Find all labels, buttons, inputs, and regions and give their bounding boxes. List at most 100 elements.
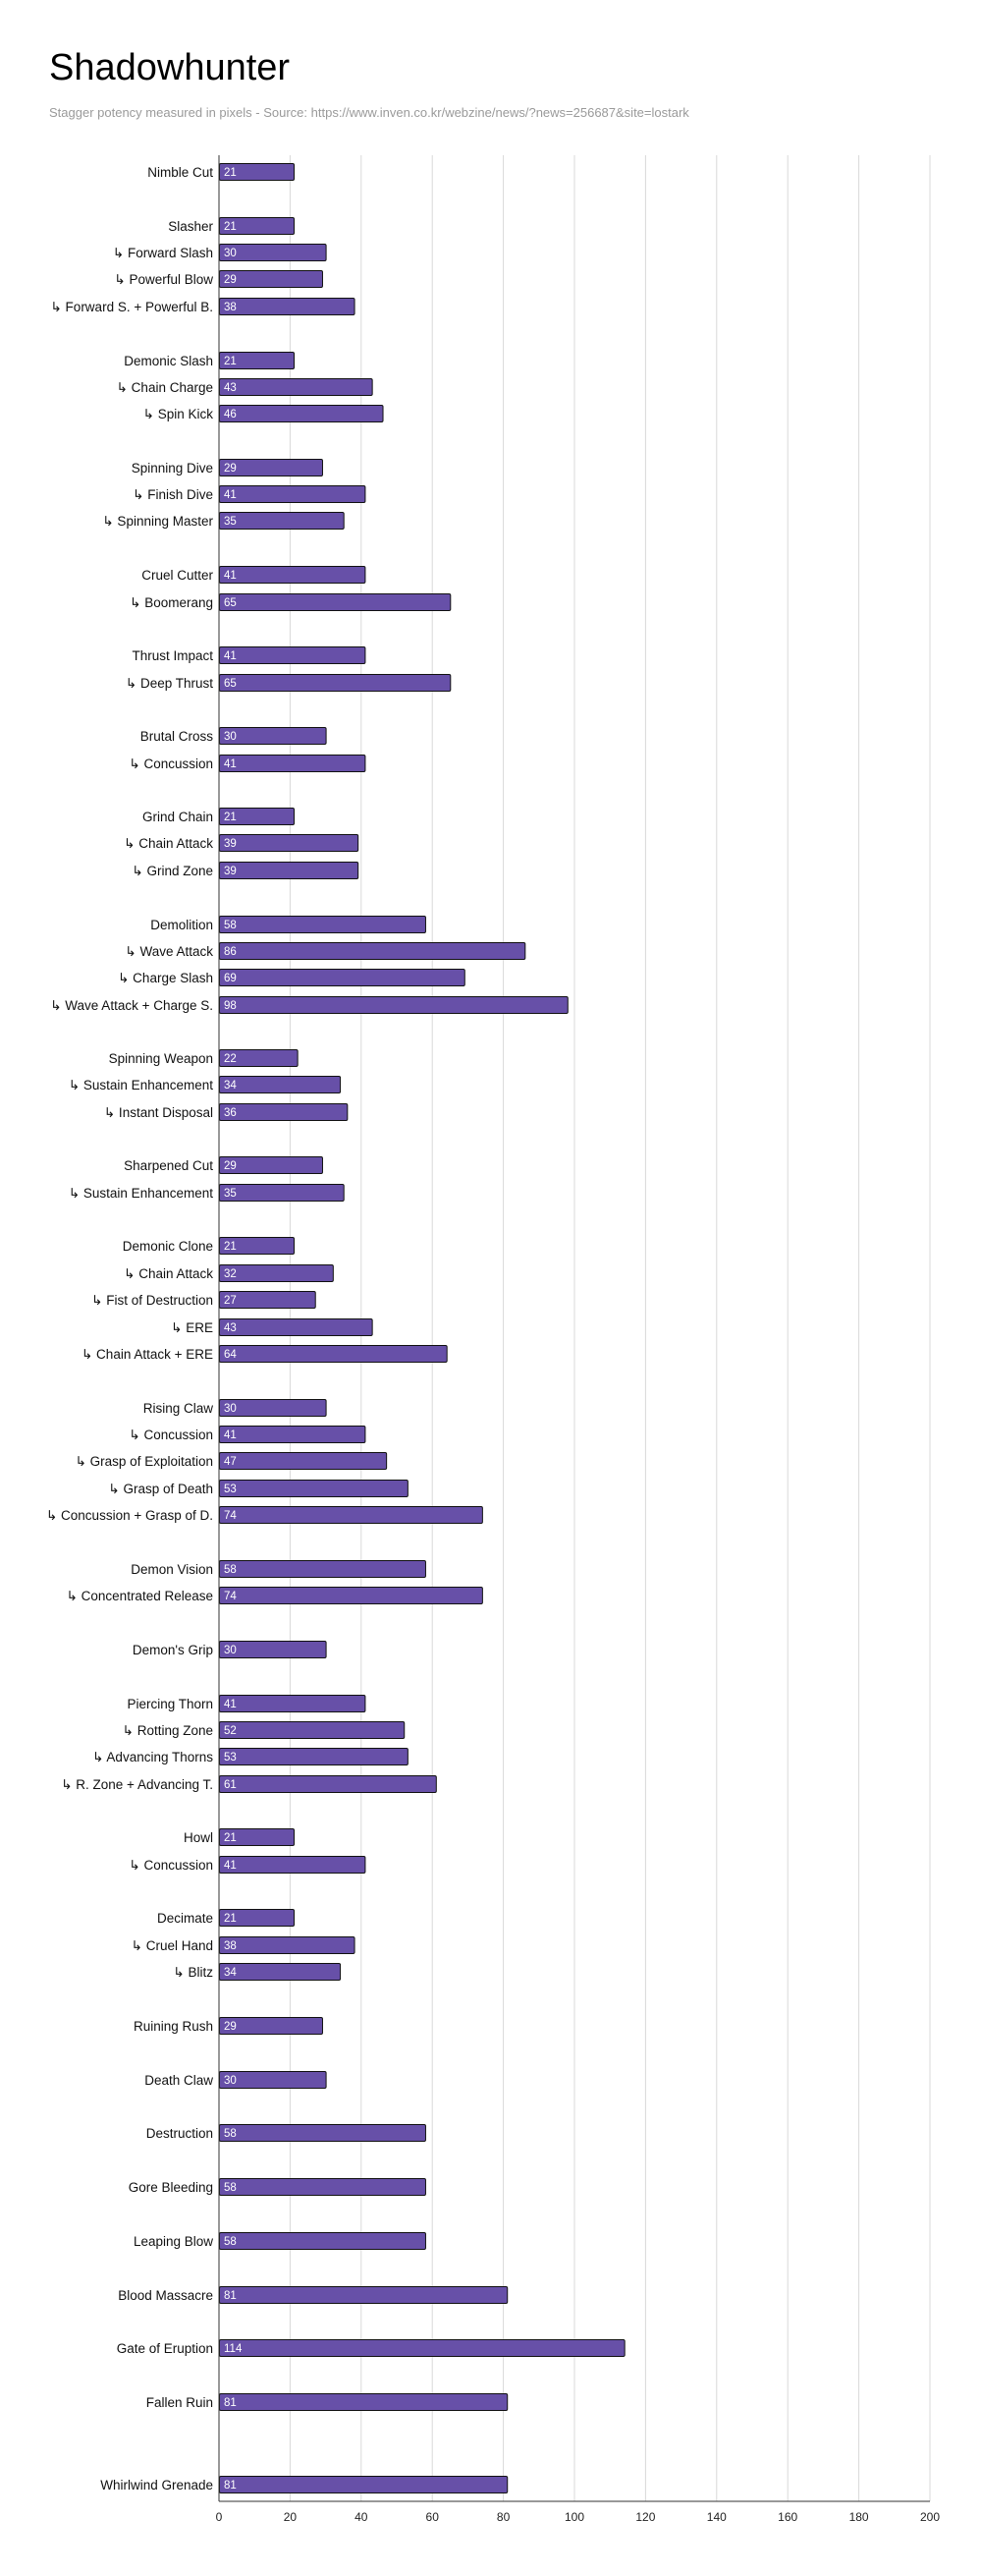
bar (219, 1775, 437, 1793)
chart-subtitle: Stagger potency measured in pixels - Sou… (49, 105, 689, 120)
bar-value-label: 38 (224, 1940, 237, 1952)
category-label: ↳ Chain Attack (124, 836, 213, 851)
x-tick-label: 200 (920, 2510, 940, 2524)
category-label: ↳ Chain Charge (117, 380, 213, 395)
bar-value-label: 41 (224, 570, 237, 582)
bar-value-label: 22 (224, 1053, 237, 1065)
category-label: Spinning Dive (132, 461, 213, 476)
bar (219, 2286, 509, 2304)
category-label: ↳ Chain Attack + ERE (82, 1347, 213, 1362)
category-label: ↳ Concussion + Grasp of D. (46, 1508, 213, 1523)
bar-value-label: 30 (224, 1645, 237, 1656)
category-label: Fallen Ruin (146, 2395, 213, 2410)
bar (219, 2232, 426, 2250)
bar-value-label: 34 (224, 1080, 237, 1092)
bars: 21 21 30 29 38 21 43 46 29 41 35 41 65 41 65 30 41 21 39 39… (219, 163, 626, 2493)
category-label: Demonic Slash (124, 354, 213, 368)
bar-value-label: 65 (224, 678, 237, 690)
category-label: Sharpened Cut (124, 1158, 213, 1173)
x-tick-label: 40 (354, 2510, 368, 2524)
bar (219, 2339, 626, 2357)
category-label: Leaping Blow (134, 2234, 213, 2249)
bar (219, 593, 452, 611)
bar (219, 2178, 426, 2196)
bar-value-label: 58 (224, 920, 237, 931)
category-label: Demonic Clone (123, 1239, 213, 1254)
category-label: ↳ Cruel Hand (132, 1938, 213, 1953)
bar (219, 1695, 366, 1712)
category-label: ↳ ERE (171, 1320, 213, 1335)
bar-value-label: 74 (224, 1510, 237, 1522)
category-label: Slasher (168, 219, 213, 234)
bar-value-label: 53 (224, 1484, 237, 1495)
category-label: ↳ Instant Disposal (104, 1105, 213, 1120)
x-tick-label: 160 (778, 2510, 797, 2524)
category-label: ↳ Chain Attack (124, 1266, 213, 1281)
bar (219, 646, 366, 664)
category-label: Decimate (157, 1911, 213, 1926)
bar (219, 566, 366, 584)
category-label: ↳ Forward Slash (113, 246, 213, 260)
category-label: Whirlwind Grenade (100, 2478, 213, 2492)
bar-value-label: 69 (224, 973, 237, 984)
category-label: ↳ Wave Attack (125, 944, 213, 959)
gridlines (289, 155, 931, 2501)
bar-value-label: 58 (224, 2182, 237, 2194)
bar-value-label: 30 (224, 1403, 237, 1415)
bar (219, 862, 359, 879)
category-label: ↳ Rotting Zone (123, 1723, 213, 1738)
category-label: ↳ Forward S. + Powerful B. (51, 300, 214, 314)
bar-value-label: 86 (224, 946, 237, 958)
bar-value-label: 64 (224, 1349, 237, 1361)
bar-value-label: 53 (224, 1752, 237, 1764)
bar-value-label: 39 (224, 838, 237, 850)
bar (219, 2476, 509, 2493)
category-label: ↳ Blitz (173, 1965, 213, 1980)
bar (219, 2124, 426, 2142)
x-tick-label: 100 (565, 2510, 584, 2524)
bar (219, 755, 366, 772)
category-label: ↳ Spin Kick (143, 407, 214, 421)
x-tick-label: 0 (216, 2510, 223, 2524)
bar (219, 1587, 483, 1604)
bar-value-label: 35 (224, 1188, 237, 1200)
category-label: ↳ Deep Thrust (126, 676, 213, 691)
bar-value-label: 21 (224, 221, 237, 233)
bar (219, 1748, 409, 1765)
bar (219, 916, 426, 933)
category-label: Thrust Impact (132, 648, 213, 663)
bar (219, 512, 345, 530)
bar-value-label: 21 (224, 1241, 237, 1253)
bar-value-label: 61 (224, 1779, 237, 1791)
bar (219, 1452, 388, 1470)
category-label: ↳ Charge Slash (118, 971, 213, 985)
category-label: Destruction (146, 2126, 213, 2141)
bar (219, 1721, 406, 1739)
bar-value-label: 30 (224, 731, 237, 743)
bar-value-label: 46 (224, 409, 237, 420)
bar-value-label: 27 (224, 1295, 237, 1307)
bar-value-label: 30 (224, 2075, 237, 2087)
bar-value-label: 38 (224, 302, 237, 313)
bar (219, 996, 569, 1014)
bar-value-label: 30 (224, 248, 237, 259)
bar-value-label: 21 (224, 167, 237, 179)
axes: 0 20 40 60 80 100 120 140 160 180 200 Nimble Cut Sla… (46, 155, 940, 2524)
bar-value-label: 52 (224, 1725, 237, 1737)
category-label: ↳ Boomerang (130, 595, 213, 610)
category-label: ↳ Sustain Enhancement (69, 1078, 213, 1092)
bar (219, 1963, 342, 1981)
bar (219, 1506, 483, 1524)
x-tick-label: 20 (284, 2510, 298, 2524)
chart-title: Shadowhunter (49, 47, 291, 88)
category-label: ↳ Finish Dive (133, 487, 213, 502)
category-label: Grind Chain (142, 810, 213, 824)
category-label: ↳ Grind Zone (132, 864, 213, 878)
bar-value-label: 58 (224, 1564, 237, 1576)
bar-value-label: 43 (224, 1322, 237, 1334)
bar-value-label: 29 (224, 463, 237, 475)
bar-value-label: 29 (224, 2021, 237, 2033)
bar (219, 1936, 355, 1954)
category-label: ↳ Grasp of Death (108, 1482, 213, 1496)
